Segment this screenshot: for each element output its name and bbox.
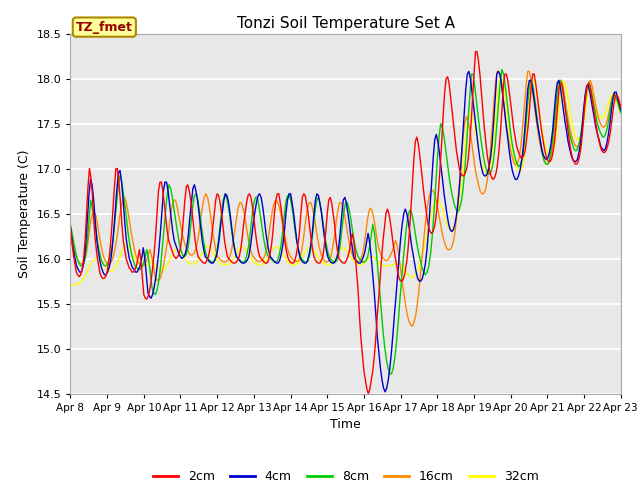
32cm xyxy=(617,110,625,116)
16cm xyxy=(158,270,166,276)
Legend: 2cm, 4cm, 8cm, 16cm, 32cm: 2cm, 4cm, 8cm, 16cm, 32cm xyxy=(148,465,543,480)
Line: 32cm: 32cm xyxy=(70,79,621,286)
4cm xyxy=(269,257,277,263)
16cm xyxy=(480,191,488,197)
32cm xyxy=(216,260,224,266)
2cm xyxy=(617,105,625,110)
X-axis label: Time: Time xyxy=(330,418,361,431)
8cm xyxy=(386,371,394,377)
Text: TZ_fmet: TZ_fmet xyxy=(76,21,132,34)
16cm xyxy=(336,200,344,205)
2cm xyxy=(365,391,372,396)
2cm xyxy=(373,314,381,320)
16cm xyxy=(420,230,428,236)
8cm xyxy=(67,222,74,228)
16cm xyxy=(409,323,417,329)
8cm xyxy=(617,110,625,116)
2cm xyxy=(285,257,293,263)
2cm xyxy=(67,224,74,230)
8cm xyxy=(216,224,224,230)
16cm xyxy=(617,108,625,114)
16cm xyxy=(104,261,111,267)
8cm xyxy=(561,101,568,107)
8cm xyxy=(549,134,557,140)
2cm xyxy=(611,96,619,101)
Y-axis label: Soil Temperature (C): Soil Temperature (C) xyxy=(18,149,31,278)
2cm xyxy=(576,152,584,158)
Line: 4cm: 4cm xyxy=(70,72,621,392)
16cm xyxy=(67,238,74,243)
4cm xyxy=(586,89,594,95)
32cm xyxy=(547,153,555,159)
8cm xyxy=(131,263,139,269)
2cm xyxy=(423,215,431,221)
4cm xyxy=(67,224,74,230)
4cm xyxy=(381,389,389,395)
Line: 8cm: 8cm xyxy=(70,70,621,374)
Line: 2cm: 2cm xyxy=(70,51,621,394)
4cm xyxy=(617,107,625,113)
8cm xyxy=(177,247,185,252)
32cm xyxy=(177,250,185,255)
32cm xyxy=(497,76,504,82)
4cm xyxy=(394,274,401,279)
4cm xyxy=(465,69,473,74)
8cm xyxy=(498,67,506,72)
8cm xyxy=(173,228,181,234)
4cm xyxy=(444,213,451,218)
4cm xyxy=(100,272,108,277)
32cm xyxy=(67,283,74,288)
2cm xyxy=(472,48,479,54)
16cm xyxy=(473,175,481,180)
32cm xyxy=(131,256,139,262)
2cm xyxy=(190,224,198,230)
Title: Tonzi Soil Temperature Set A: Tonzi Soil Temperature Set A xyxy=(237,16,454,31)
32cm xyxy=(559,79,567,85)
Line: 16cm: 16cm xyxy=(70,72,621,326)
32cm xyxy=(173,247,181,252)
16cm xyxy=(493,69,501,74)
4cm xyxy=(415,278,423,284)
